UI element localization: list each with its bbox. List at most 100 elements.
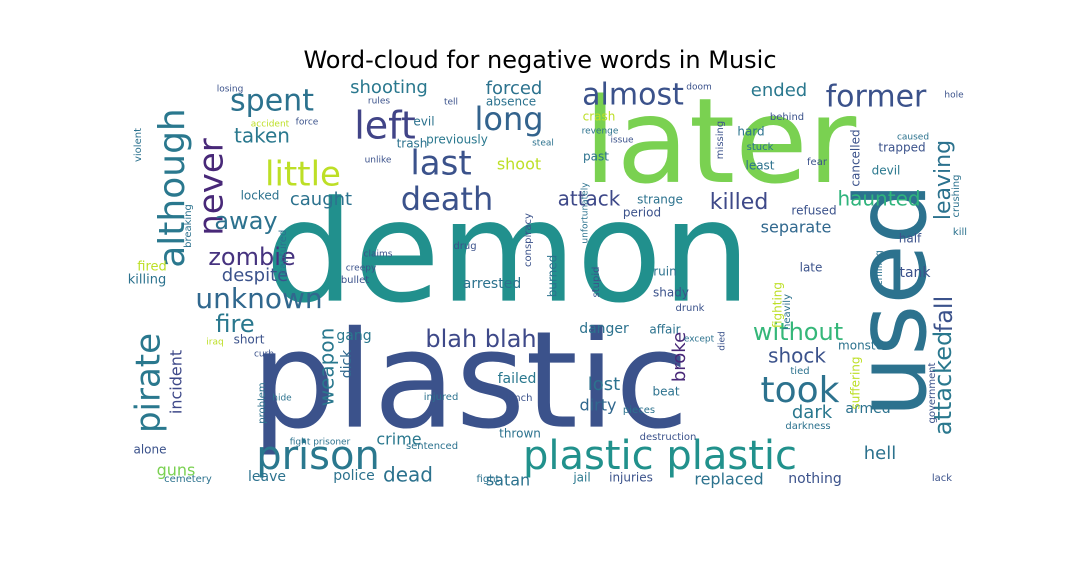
word-fight-prisoner: fight prisoner [290,438,351,448]
word-death: death [401,180,493,218]
word-problem: problem [257,382,268,423]
word-away: away [214,207,277,235]
word-period: period [623,206,661,220]
word-fall: fall [930,296,958,333]
word-except: except [684,335,715,345]
word-ruin: ruin [653,265,676,279]
word-half: half [899,232,922,246]
word-attack: attack [558,187,621,211]
word-revenge: revenge [582,127,619,137]
word-previously: previously [426,133,488,147]
word-doom: doom [686,83,712,93]
word-evil: evil [413,115,434,129]
word-fear: fear [807,157,828,168]
word-later: later [584,72,857,210]
word-caused: caused [897,133,929,143]
word-missing: missing [715,121,726,159]
word-violent: violent [133,128,144,162]
word-incident: incident [167,350,186,414]
word-long: long [474,100,543,138]
word-stupid: stupid [591,267,602,298]
word-jail: jail [572,471,590,485]
word-fight: fight [477,474,500,485]
word-fired: fired [137,260,167,275]
word-lynch: lynch [506,393,533,404]
word-attacked: attacked [929,331,957,435]
word-burned: burned [546,255,560,298]
word-little: little [265,155,341,195]
word-late: late [800,261,823,275]
word-hell: hell [864,443,896,464]
word-demon: demon [265,172,751,335]
word-injured: injured [424,392,459,403]
word-captured: captured [278,230,289,275]
word-tank: tank [899,265,931,281]
word-iraq: iraq [206,338,223,348]
word-zombie: zombie [208,243,295,271]
word-lack: lack [932,473,952,484]
word-broke: broke [669,332,690,382]
word-drug: drug [453,241,476,252]
word-caught: caught [290,189,352,210]
word-trapped: trapped [878,141,925,155]
word-shock: shock [768,344,826,368]
word-alone: alone [133,443,166,457]
word-past: past [583,150,609,164]
word-refused: refused [791,204,836,218]
word-bullet: bullet [341,275,369,286]
word-losing: losing [217,85,244,95]
word-trash: trash [397,137,428,151]
word-used: used [835,182,949,418]
word-monster: monster [838,339,888,353]
word-former: former [826,80,927,115]
word-locked: locked [241,189,280,203]
word-took: took [760,370,839,411]
word-suffering: suffering [849,357,863,410]
word-almost: almost [582,78,684,113]
word-left: left [354,104,416,148]
word-killed: killed [710,190,769,215]
word-tied: tied [790,366,809,377]
word-cemetery: cemetery [164,474,212,485]
word-shooting: shooting [350,77,428,98]
word-unfortunately: unfortunately [581,182,591,244]
word-conspiracy: conspiracy [523,213,534,267]
word-separate: separate [761,218,832,237]
word-accident: accident [251,120,290,130]
word-least: least [745,159,774,173]
word-issue: issue [610,136,634,146]
word-taken: taken [234,124,290,148]
word-crushing: crushing [951,175,962,218]
word-devil: devil [872,164,901,178]
word-rules: rules [368,97,390,107]
word-dirty: dirty [580,396,617,415]
word-chilling: chilling [874,250,885,286]
word-beat: beat [652,385,679,399]
word-drunk: drunk [676,303,705,314]
word-gang: gang [336,328,371,344]
word-unlike: unlike [365,156,392,166]
word-short: short [234,333,265,347]
word-crime: crime [376,430,421,449]
word-affair: affair [649,323,680,337]
word-killing: killing [128,273,166,288]
word-leave: leave [248,469,286,485]
word-strange: strange [637,193,683,207]
word-cancelled: cancelled [849,129,863,186]
word-government: government [927,362,938,423]
word-sentenced: sentenced [406,441,458,452]
word-despite: despite [222,265,288,286]
word-ended: ended [751,80,807,101]
word-danger: danger [579,321,629,337]
word-never: never [192,138,232,236]
word-replaced: replaced [694,470,763,489]
word-force: force [296,118,319,128]
word-last: last [410,144,471,184]
word-breaking: breaking [183,204,194,248]
word-dick: dick [339,349,355,378]
word-thrown: thrown [499,427,541,441]
word-although: although [152,108,193,268]
word-injuries: injuries [609,471,653,485]
word-haunted: haunted [837,187,920,211]
word-behind: behind [770,112,804,123]
